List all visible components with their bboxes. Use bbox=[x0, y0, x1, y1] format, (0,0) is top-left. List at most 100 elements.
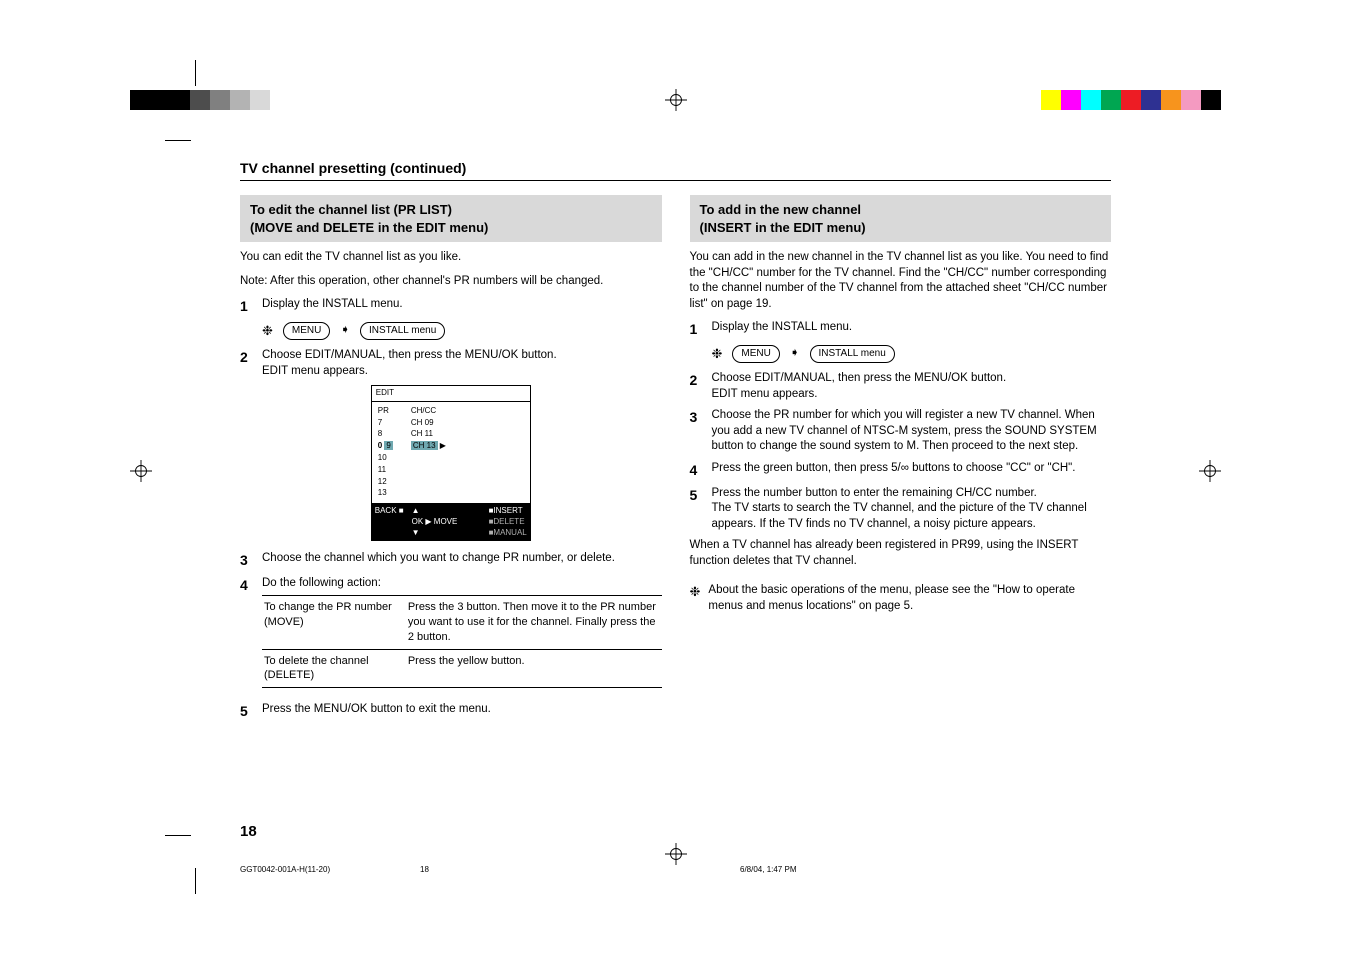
color-swatch bbox=[1121, 90, 1141, 110]
table-cell: To delete the channel (DELETE) bbox=[262, 649, 406, 688]
osd-pr-item: 8 bbox=[378, 429, 393, 440]
color-swatch bbox=[130, 90, 150, 110]
color-swatch bbox=[150, 90, 170, 110]
step: 2 Choose EDIT/MANUAL, then press the MEN… bbox=[690, 371, 1112, 402]
step: 5 Press the MENU/OK button to exit the m… bbox=[240, 702, 662, 721]
arrow-right-icon: ➧ bbox=[790, 346, 800, 362]
step: 4 Do the following action: To change the… bbox=[240, 576, 662, 697]
osd-move-label: OK ▶ MOVE bbox=[412, 517, 458, 528]
reference-mark-icon: ❉ bbox=[690, 583, 701, 614]
registration-mark-icon bbox=[665, 843, 687, 865]
action-table: To change the PR number (MOVE) Press the… bbox=[262, 595, 662, 688]
step-body: Display the INSTALL menu. bbox=[712, 320, 1112, 339]
step-number: 3 bbox=[690, 408, 704, 455]
osd-manual-label: ■MANUAL bbox=[489, 528, 527, 539]
table-cell: Press the yellow button. bbox=[406, 649, 662, 688]
page-title: TV channel presetting (continued) bbox=[240, 160, 1111, 176]
step-body: Do the following action: To change the P… bbox=[262, 576, 662, 697]
step-text: Choose EDIT/MANUAL, then press the MENU/… bbox=[262, 348, 662, 364]
title-rule bbox=[240, 180, 1111, 181]
heading-line: To add in the new channel bbox=[700, 201, 1102, 219]
osd-legend-col: ■INSERT ■DELETE ■MANUAL bbox=[489, 506, 527, 538]
osd-legend-col: ▲ OK ▶ MOVE ▼ bbox=[412, 506, 458, 538]
osd-column-head: PR bbox=[378, 406, 393, 417]
osd-cc-column: CH/CCCH 09CH 11CH 13 ▶ bbox=[411, 406, 446, 499]
step-body: Choose EDIT/MANUAL, then press the MENU/… bbox=[262, 348, 662, 379]
registration-mark-icon bbox=[665, 89, 687, 111]
crop-mark bbox=[165, 835, 191, 836]
footer-file: GGT0042-001A-H(11-20) bbox=[240, 865, 420, 874]
step-number: 4 bbox=[240, 576, 254, 697]
menu-path: ❉ MENU ➧ INSTALL menu bbox=[262, 322, 662, 340]
paragraph: You can edit the TV channel list as you … bbox=[240, 250, 662, 266]
color-swatch bbox=[1161, 90, 1181, 110]
osd-edit-menu: EDIT PR780 910111213 CH/CCCH 09CH 11CH 1… bbox=[371, 385, 531, 541]
osd-legend-bar: BACK ■ ▲ OK ▶ MOVE ▼ ■INSERT ■DELETE ■MA… bbox=[371, 504, 531, 540]
menu-pill: MENU bbox=[283, 322, 330, 340]
paragraph: Note: After this operation, other channe… bbox=[240, 274, 662, 290]
crop-mark bbox=[165, 140, 191, 141]
color-swatch bbox=[210, 90, 230, 110]
osd-pr-item: 12 bbox=[378, 477, 393, 488]
color-swatch bbox=[1041, 90, 1061, 110]
osd-pr-item: 7 bbox=[378, 418, 393, 429]
step: 3 Choose the PR number for which you wil… bbox=[690, 408, 1112, 455]
crop-mark bbox=[195, 868, 196, 894]
menu-pill: INSTALL menu bbox=[360, 322, 445, 340]
print-marks-top bbox=[0, 85, 1351, 115]
color-swatch bbox=[1141, 90, 1161, 110]
step-body: Display the INSTALL menu. bbox=[262, 297, 662, 316]
step-number: 2 bbox=[240, 348, 254, 379]
osd-pr-item: 10 bbox=[378, 453, 393, 464]
step-number: 5 bbox=[690, 486, 704, 533]
step-text: Choose EDIT/MANUAL, then press the MENU/… bbox=[712, 371, 1112, 387]
step: 1 Display the INSTALL menu. bbox=[240, 297, 662, 316]
registration-mark-icon bbox=[130, 460, 152, 482]
heading-line: (INSERT in the EDIT menu) bbox=[700, 219, 1102, 237]
color-swatch bbox=[1101, 90, 1121, 110]
arrow-right-icon: ➧ bbox=[340, 323, 350, 339]
osd-nav-down: ▼ bbox=[412, 528, 458, 539]
right-column: To add in the new channel (INSERT in the… bbox=[690, 195, 1112, 727]
paragraph: When a TV channel has already been regis… bbox=[690, 538, 1112, 569]
left-column: To edit the channel list (PR LIST) (MOVE… bbox=[240, 195, 662, 727]
note-text: About the basic operations of the menu, … bbox=[708, 583, 1111, 614]
page-number: 18 bbox=[240, 823, 257, 840]
step-text: Do the following action: bbox=[262, 576, 662, 592]
osd-cc-item: CH 11 bbox=[411, 429, 446, 440]
page-content: TV channel presetting (continued) To edi… bbox=[240, 160, 1111, 794]
step-body: Press the number button to enter the rem… bbox=[712, 486, 1112, 533]
step-body: Choose the PR number for which you will … bbox=[712, 408, 1112, 455]
osd-pr-item: 11 bbox=[378, 465, 393, 476]
step-number: 2 bbox=[690, 371, 704, 402]
step-text: EDIT menu appears. bbox=[712, 387, 1112, 403]
osd-cc-item: CH 13 ▶ bbox=[411, 441, 446, 452]
osd-column-head: CH/CC bbox=[411, 406, 446, 417]
columns: To edit the channel list (PR LIST) (MOVE… bbox=[240, 195, 1111, 727]
step-body: Press the green button, then press 5/∞ b… bbox=[712, 461, 1112, 480]
heading-line: To edit the channel list (PR LIST) bbox=[250, 201, 652, 219]
step: 2 Choose EDIT/MANUAL, then press the MEN… bbox=[240, 348, 662, 379]
crop-mark bbox=[195, 60, 196, 86]
step-number: 3 bbox=[240, 551, 254, 570]
osd-insert-label: ■INSERT bbox=[489, 506, 527, 517]
step-text: The TV starts to search the TV channel, … bbox=[712, 501, 1112, 532]
osd-title: EDIT bbox=[372, 386, 530, 402]
osd-pr-item: 0 9 bbox=[378, 441, 393, 452]
color-swatch bbox=[170, 90, 190, 110]
color-bar-right bbox=[1041, 90, 1221, 110]
osd-body: PR780 910111213 CH/CCCH 09CH 11CH 13 ▶ bbox=[372, 402, 530, 503]
reference-mark-icon: ❉ bbox=[712, 345, 723, 363]
section-heading-left: To edit the channel list (PR LIST) (MOVE… bbox=[240, 195, 662, 242]
menu-pill: INSTALL menu bbox=[810, 345, 895, 363]
step-body: Choose the channel which you want to cha… bbox=[262, 551, 662, 570]
table-row: To change the PR number (MOVE) Press the… bbox=[262, 596, 662, 650]
table-row: To delete the channel (DELETE) Press the… bbox=[262, 649, 662, 688]
color-swatch bbox=[1061, 90, 1081, 110]
step-number: 5 bbox=[240, 702, 254, 721]
osd-legend-col: BACK ■ bbox=[375, 506, 404, 517]
step-text: EDIT menu appears. bbox=[262, 364, 662, 380]
osd-box: EDIT PR780 910111213 CH/CCCH 09CH 11CH 1… bbox=[371, 385, 531, 504]
osd-nav-up: ▲ bbox=[412, 506, 458, 517]
color-swatch bbox=[190, 90, 210, 110]
